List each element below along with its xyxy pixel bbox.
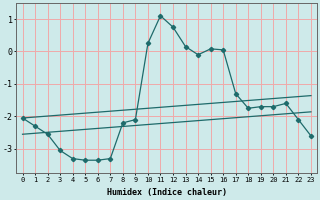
X-axis label: Humidex (Indice chaleur): Humidex (Indice chaleur) <box>107 188 227 197</box>
